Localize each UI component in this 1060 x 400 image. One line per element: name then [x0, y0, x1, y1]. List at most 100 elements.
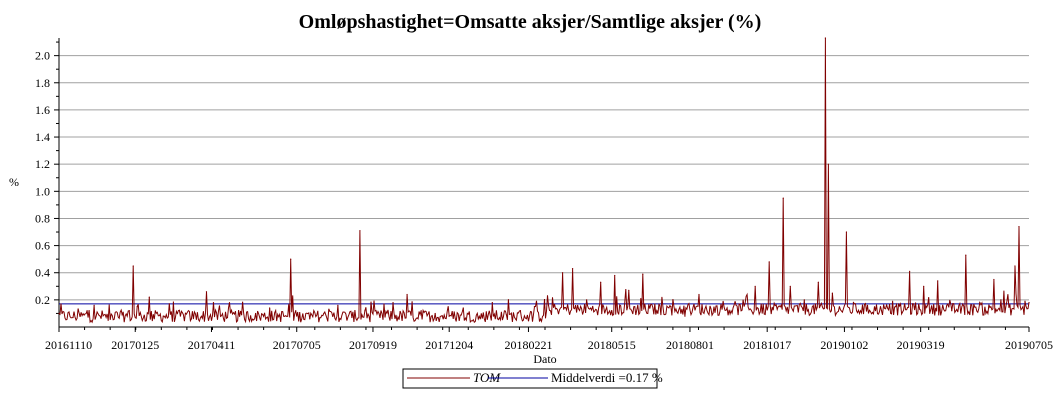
tom-data-point: [58, 312, 60, 315]
tom-data-point: [824, 37, 826, 39]
tom-data-point: [586, 299, 588, 301]
tom-data-point: [684, 315, 686, 317]
tom-data-point: [979, 301, 981, 304]
tom-data-point: [614, 274, 616, 277]
tom-data-point: [670, 306, 672, 308]
tom-data-point: [789, 285, 791, 287]
y-tick-label: 2.0: [35, 49, 50, 63]
x-tick-label: 20180801: [666, 338, 714, 352]
x-tick-label: 20180515: [588, 338, 636, 352]
legend-label-tom: TOM: [473, 370, 501, 385]
tom-data-point: [93, 304, 95, 306]
tom-data-point: [505, 314, 507, 316]
tom-data-point: [768, 261, 770, 263]
tom-data-point: [561, 272, 564, 274]
tom-data-point: [628, 289, 630, 291]
tom-data-point: [852, 301, 855, 304]
tom-data-point: [547, 304, 550, 306]
tom-data-point: [993, 278, 995, 281]
tom-data-point: [803, 299, 805, 301]
y-tick-label: 0.8: [35, 211, 50, 225]
tom-data-point: [462, 307, 464, 309]
x-tick-label: 20190319: [897, 338, 945, 352]
y-tick-label: 1.0: [35, 184, 50, 198]
tom-data-point: [880, 310, 883, 312]
tom-series-line: [58, 37, 1030, 324]
tom-data-point: [86, 310, 88, 312]
x-tick-label: 20171204: [425, 338, 473, 352]
tom-data-point: [656, 310, 658, 312]
tom-data-point: [909, 270, 911, 272]
tom-data-point: [754, 285, 756, 287]
tom-data-point: [420, 310, 422, 312]
tom-data-point: [309, 318, 311, 320]
tom-data-point: [148, 296, 150, 298]
legend-label-mean: Middelverdi =0.17 %: [551, 370, 663, 385]
x-tick-label: 20180221: [504, 338, 552, 352]
y-tick-label: 1.8: [35, 76, 50, 90]
tom-data-point: [392, 301, 394, 304]
tom-data-point: [894, 306, 897, 308]
axes: [58, 38, 1029, 328]
tom-data-point: [740, 310, 742, 312]
tom-data-point: [255, 312, 257, 315]
x-tick-label: 20170125: [111, 338, 159, 352]
tom-data-point: [1000, 299, 1002, 301]
tom-data-point: [337, 304, 339, 306]
grid: [59, 55, 1029, 301]
plot-area: [58, 37, 1030, 324]
y-tick-label: 1.6: [35, 103, 50, 117]
tom-data-point: [782, 197, 784, 199]
tom-data-point: [240, 314, 243, 316]
y-ticks: 0.2 0.4 0.6 0.8 1.0 1.2 1.4 1.6 1.8 2.0: [35, 41, 59, 314]
tom-data-point: [359, 230, 361, 232]
x-tick-label: 20170919: [349, 338, 397, 352]
tom-data-point: [378, 312, 380, 315]
tom-data-point: [448, 315, 450, 317]
tom-data-point: [290, 258, 292, 260]
tom-data-point: [845, 231, 848, 233]
tom-data-point: [642, 273, 644, 275]
tom-data-point: [519, 310, 522, 312]
tom-data-point: [121, 314, 123, 316]
tom-data-point: [698, 293, 700, 296]
tom-data-point: [533, 306, 536, 308]
tom-data-point: [212, 301, 215, 304]
y-axis-label: %: [9, 175, 19, 189]
y-tick-label: 0.4: [35, 266, 50, 280]
tom-data-point: [132, 265, 134, 267]
tom-data-point: [965, 254, 967, 256]
tom-data-point: [1018, 225, 1020, 228]
tom-data-point: [951, 310, 953, 312]
tom-data-point: [923, 285, 925, 287]
x-tick-label: 20161110: [45, 338, 92, 352]
y-tick-label: 0.2: [35, 293, 50, 307]
tom-data-point: [1024, 300, 1026, 302]
tom-data-point: [323, 312, 325, 315]
tom-data-point: [128, 310, 130, 312]
x-axis-label: Dato: [533, 352, 556, 366]
tom-data-point: [406, 293, 408, 296]
tom-data-point: [937, 280, 939, 282]
tom-data-point: [269, 307, 271, 309]
tom-data-point: [1014, 265, 1016, 267]
x-tick-label: 20170411: [188, 338, 236, 352]
tom-data-point: [726, 307, 728, 309]
tom-data-point: [205, 291, 208, 293]
tom-data-point: [491, 301, 493, 304]
tom-data-point: [831, 292, 833, 294]
tom-data-point: [866, 304, 869, 306]
tom-data-point: [477, 318, 479, 320]
x-tick-label: 20190102: [820, 338, 868, 352]
x-ticks: 20161110 20170125 20170411 20170705 20170919…: [45, 327, 1053, 352]
tom-data-point: [295, 310, 297, 312]
tom-data-point: [712, 312, 714, 315]
x-tick-label: 20190705: [1005, 338, 1053, 352]
tom-data-point: [190, 318, 193, 320]
y-tick-label: 0.6: [35, 239, 50, 253]
y-tick-label: 1.4: [35, 130, 50, 144]
x-tick-label: 20181017: [743, 338, 791, 352]
tom-data-point: [176, 312, 178, 315]
legend: TOM Middelverdi =0.17 %: [402, 368, 663, 389]
